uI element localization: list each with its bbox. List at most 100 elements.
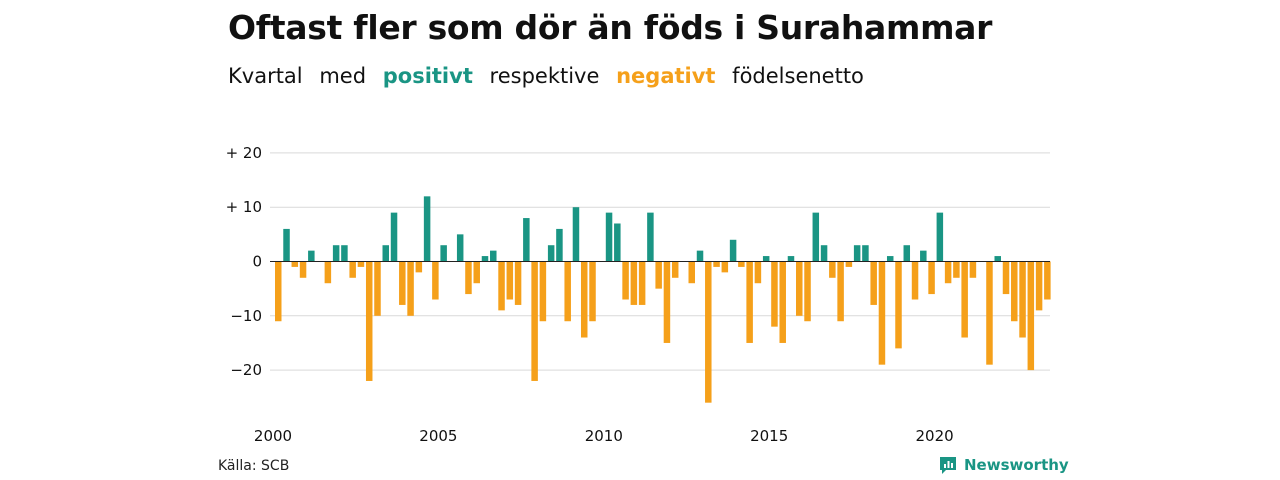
bar [308,250,315,262]
bar [382,245,390,262]
bar [1027,261,1035,371]
bar [829,261,836,278]
bar [878,261,886,365]
bar [523,218,530,262]
bar [514,261,522,305]
bar [688,261,695,284]
bar [374,261,381,316]
bar [349,261,356,278]
bar [564,261,571,322]
bar [622,261,629,300]
y-tick-label: + 10 [226,198,262,216]
chart-title: Oftast fler som dör än föds i Surahammar [228,8,993,47]
bar [705,261,712,403]
bar [291,261,299,267]
bar [614,223,621,262]
bar [432,261,439,300]
bar [812,212,820,262]
bar [961,261,968,338]
bar [365,261,373,381]
y-tick-label: + 20 [226,144,262,162]
bar [440,245,447,262]
bar [580,261,588,338]
bar [986,261,993,365]
bar [804,261,811,322]
bar [796,261,803,316]
bar [886,256,894,262]
bar [390,212,398,262]
bar [481,256,489,262]
subtitle-word: födelsenetto [732,64,864,88]
bar [837,261,844,322]
x-tick-label: 2020 [916,427,954,445]
bar [738,261,745,267]
bar [638,261,646,305]
bar [953,261,960,278]
bar [473,261,480,284]
bar [415,261,423,273]
bar [729,239,737,262]
bar [870,261,877,305]
bar [903,245,911,262]
y-tick-label: −10 [230,307,262,325]
bar [911,261,919,300]
bar [647,212,654,262]
subtitle-word: respektive [489,64,600,88]
bar [771,261,778,327]
bar [324,261,332,284]
bar [787,256,795,262]
bar [1019,261,1026,338]
bar [399,261,406,305]
bar [283,228,290,262]
bar [1044,261,1051,300]
bar [920,250,927,262]
bar [928,261,935,295]
source-label: Källa: SCB [218,458,290,474]
bar [572,207,580,262]
bar [589,261,596,322]
bar [969,261,977,278]
bar [275,261,282,322]
brand[interactable]: Newsworthy [938,455,1069,475]
chart-subtitle: Kvartal med positivt respektive negativt… [228,64,874,88]
bar [605,212,613,262]
y-tick-label: −20 [230,361,262,379]
bar [407,261,414,316]
x-tick-label: 2005 [419,427,457,445]
subtitle-negative-word: negativt [616,64,716,88]
bar [895,261,902,349]
bar [994,256,1001,262]
bar [713,261,720,267]
bar [357,261,365,267]
bar [1035,261,1043,311]
bar [779,261,786,343]
y-tick-label: 0 [252,253,262,271]
bar [671,261,679,278]
subtitle-positive-word: positivt [382,64,473,88]
bar [490,250,497,262]
bar [456,234,464,262]
bar [936,212,944,262]
bar [762,256,770,262]
bar [754,261,762,284]
bar [944,261,952,284]
bar [853,245,861,262]
x-tick-label: 2015 [750,427,788,445]
bar [845,261,853,267]
x-tick-label: 2010 [585,427,623,445]
bar [506,261,514,300]
subtitle-word: med [319,64,367,88]
bar [862,245,869,262]
bar [820,245,828,262]
bar [423,196,431,262]
bar [556,228,563,262]
bar [498,261,505,311]
bar [663,261,671,343]
brand-name: Newsworthy [964,456,1069,474]
bar [721,261,729,273]
bar [539,261,547,322]
bar [299,261,307,278]
bar [655,261,662,289]
bar [547,245,555,262]
bar [531,261,538,381]
